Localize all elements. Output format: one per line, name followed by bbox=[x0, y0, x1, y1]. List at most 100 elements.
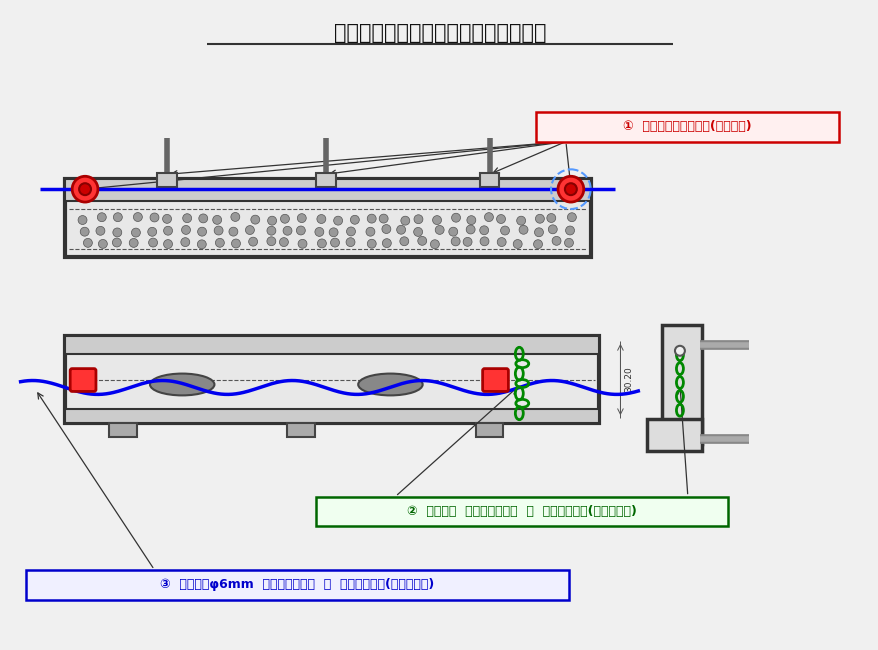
Circle shape bbox=[245, 226, 254, 235]
Circle shape bbox=[97, 213, 106, 222]
Circle shape bbox=[98, 239, 107, 248]
Circle shape bbox=[546, 214, 555, 222]
Circle shape bbox=[162, 214, 171, 224]
Bar bbox=[475, 423, 503, 437]
Circle shape bbox=[163, 240, 172, 248]
Circle shape bbox=[565, 226, 574, 235]
Circle shape bbox=[346, 238, 355, 246]
Text: 30.20: 30.20 bbox=[623, 367, 632, 393]
Circle shape bbox=[163, 226, 172, 235]
Circle shape bbox=[133, 213, 142, 222]
Circle shape bbox=[148, 227, 156, 236]
Bar bbox=[109, 423, 136, 437]
Circle shape bbox=[198, 240, 206, 249]
Circle shape bbox=[674, 346, 684, 356]
Circle shape bbox=[150, 213, 159, 222]
Circle shape bbox=[198, 227, 206, 236]
Circle shape bbox=[414, 227, 422, 237]
Circle shape bbox=[96, 226, 104, 235]
Circle shape bbox=[148, 238, 157, 247]
Bar bbox=[479, 174, 499, 187]
Circle shape bbox=[231, 213, 240, 222]
Circle shape bbox=[558, 176, 583, 202]
Circle shape bbox=[365, 227, 375, 236]
Circle shape bbox=[519, 226, 528, 234]
Circle shape bbox=[132, 228, 140, 237]
Circle shape bbox=[181, 238, 190, 246]
Circle shape bbox=[298, 239, 306, 248]
Circle shape bbox=[129, 239, 138, 248]
FancyBboxPatch shape bbox=[482, 369, 507, 391]
Circle shape bbox=[350, 215, 359, 224]
Circle shape bbox=[297, 214, 306, 222]
Circle shape bbox=[400, 216, 409, 225]
Ellipse shape bbox=[358, 374, 422, 395]
Bar bbox=[65, 336, 598, 354]
Bar bbox=[646, 419, 701, 451]
Circle shape bbox=[231, 239, 241, 248]
Circle shape bbox=[451, 213, 460, 222]
Circle shape bbox=[479, 237, 488, 246]
Circle shape bbox=[198, 214, 207, 223]
Circle shape bbox=[267, 237, 276, 246]
Circle shape bbox=[113, 213, 122, 222]
Text: ②  チェーン  跳ね上がり防止  兼  盗難防止構造(オプション): ② チェーン 跳ね上がり防止 兼 盗難防止構造(オプション) bbox=[407, 505, 636, 518]
Circle shape bbox=[367, 214, 376, 223]
Circle shape bbox=[283, 226, 291, 235]
Circle shape bbox=[381, 225, 391, 233]
Bar bbox=[65, 336, 598, 423]
Circle shape bbox=[496, 214, 505, 224]
Bar bbox=[316, 497, 727, 526]
Circle shape bbox=[112, 228, 122, 237]
Circle shape bbox=[534, 227, 543, 237]
Circle shape bbox=[432, 216, 441, 224]
Circle shape bbox=[378, 214, 388, 223]
Circle shape bbox=[497, 238, 506, 246]
Circle shape bbox=[279, 238, 288, 246]
Circle shape bbox=[296, 226, 305, 235]
Circle shape bbox=[414, 214, 422, 224]
Circle shape bbox=[330, 238, 339, 247]
Circle shape bbox=[449, 227, 457, 236]
Circle shape bbox=[399, 237, 408, 246]
Circle shape bbox=[513, 240, 522, 248]
FancyBboxPatch shape bbox=[70, 369, 96, 391]
Circle shape bbox=[314, 227, 323, 237]
Circle shape bbox=[267, 226, 276, 235]
Circle shape bbox=[112, 238, 121, 247]
Circle shape bbox=[548, 225, 557, 234]
Circle shape bbox=[317, 239, 326, 248]
Circle shape bbox=[484, 213, 493, 222]
Bar bbox=[316, 174, 335, 187]
Circle shape bbox=[267, 216, 277, 225]
Circle shape bbox=[72, 176, 97, 202]
Circle shape bbox=[83, 239, 92, 247]
Bar bbox=[287, 423, 314, 437]
Circle shape bbox=[228, 227, 238, 236]
Bar bbox=[536, 112, 838, 142]
Circle shape bbox=[248, 237, 257, 246]
Circle shape bbox=[450, 237, 459, 246]
Circle shape bbox=[479, 226, 488, 235]
Circle shape bbox=[396, 226, 405, 234]
Circle shape bbox=[317, 214, 326, 224]
Circle shape bbox=[214, 226, 223, 235]
Circle shape bbox=[346, 227, 355, 236]
Circle shape bbox=[463, 237, 471, 246]
Circle shape bbox=[535, 214, 543, 223]
Circle shape bbox=[564, 239, 572, 247]
Circle shape bbox=[78, 216, 87, 224]
Bar bbox=[65, 410, 598, 423]
Circle shape bbox=[182, 226, 191, 235]
Bar bbox=[25, 570, 568, 600]
Circle shape bbox=[500, 226, 509, 235]
Circle shape bbox=[516, 216, 525, 225]
Circle shape bbox=[430, 240, 439, 249]
Bar bbox=[65, 179, 590, 201]
Circle shape bbox=[280, 214, 289, 223]
Circle shape bbox=[79, 183, 91, 195]
Circle shape bbox=[183, 214, 191, 223]
Circle shape bbox=[465, 225, 475, 234]
Circle shape bbox=[567, 213, 576, 222]
Circle shape bbox=[215, 239, 224, 247]
